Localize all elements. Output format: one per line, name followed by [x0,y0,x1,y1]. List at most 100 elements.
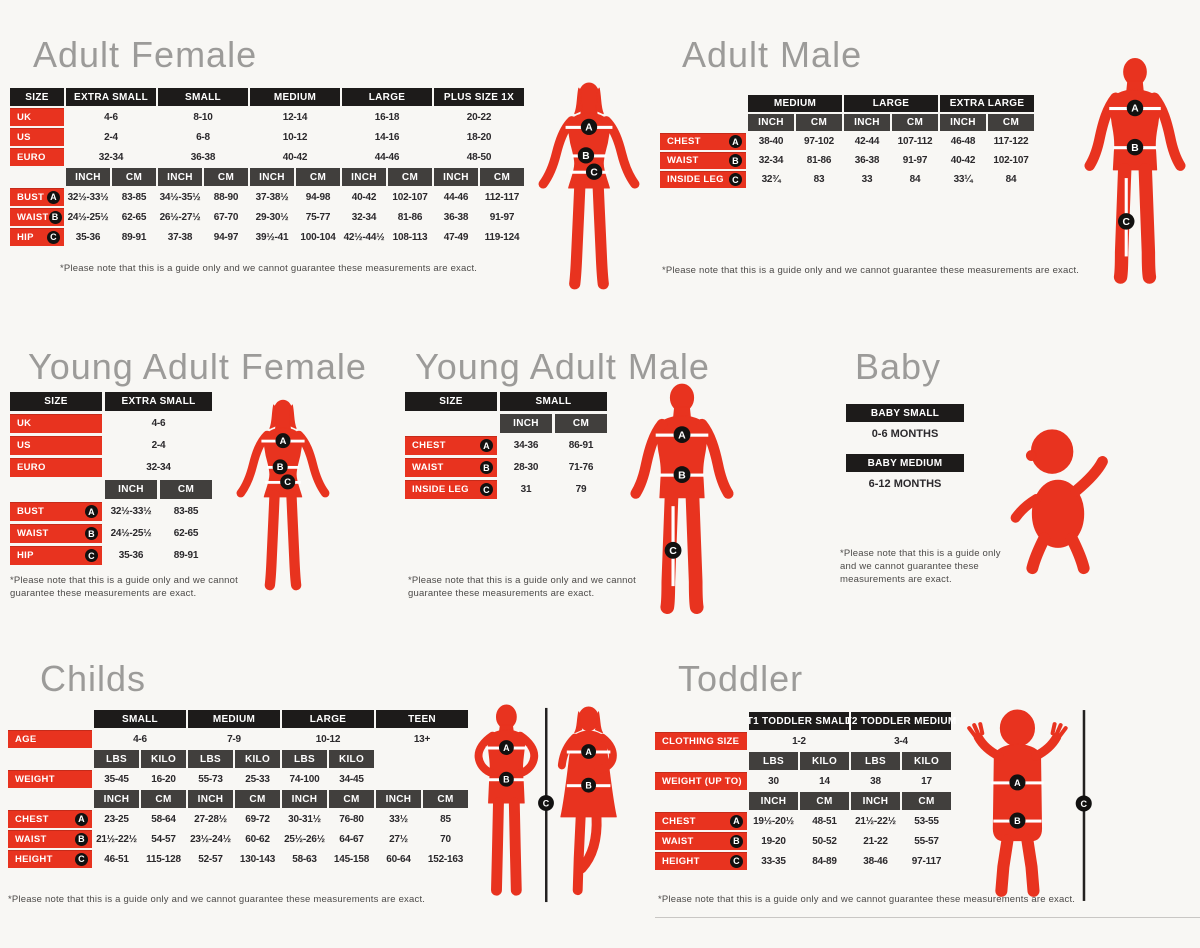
figure-marker-b: B [678,469,686,481]
cell: 42-44 [854,136,880,147]
cell: 33½ [389,813,408,825]
cell: 17 [921,775,932,787]
cell: 8-10 [193,111,213,123]
cell: 40-42 [282,151,308,163]
adult-male-figure: A B C [1084,58,1186,284]
unit-header-cm: CM [902,792,951,810]
cell: 94-97 [213,231,239,243]
figure-marker-a: A [280,436,287,446]
marker-a-badge: A [480,439,493,452]
cell: 4-6 [151,418,166,429]
cell: 62-65 [173,528,199,539]
column-header: T2 TODDLER MEDIUM [845,712,956,730]
cell: 84 [909,174,921,185]
cell: 83-85 [121,191,147,203]
figure-marker-c: C [590,167,598,178]
cell: 13+ [413,733,431,745]
cell: 18-20 [466,131,492,143]
column-header: LARGE [844,95,938,112]
row-label-uk: UK [10,414,102,433]
column-header: SMALL [158,88,248,106]
figure-marker-b: B [585,781,592,791]
cell: 40-42 [950,155,976,166]
cell: 32-34 [351,211,377,223]
unit-header-lbs: LBS [282,750,327,768]
spacer [10,168,64,186]
row-label-uk: UK [10,108,64,126]
unit-header-cm: CM [423,790,468,808]
cell: 25½-26½ [284,833,325,845]
row-label-chest: CHEST A [8,810,92,828]
row-label-euro: EURO [10,148,64,166]
figure-marker-c: C [543,798,550,808]
row-label-text: INSIDE LEG [667,174,724,185]
row-label-height: HEIGHT C [8,850,92,868]
unit-header-cm: CM [388,168,432,186]
cell: 35-36 [75,231,101,243]
cell: 100-104 [300,231,336,243]
cell: 91-97 [902,155,928,166]
row-label-us: US [10,436,102,455]
unit-header-lbs: LBS [851,752,900,770]
cell: 97-102 [804,136,834,147]
unit-header-inch: INCH [376,790,421,808]
unit-header-inch: INCH [844,114,890,131]
column-header: EXTRA LARGE [940,95,1034,112]
cell: 6-8 [196,131,210,143]
section-title-young-adult-male: Young Adult Male [415,346,710,387]
cell: 16-20 [151,773,176,785]
cell: 83-85 [173,506,199,517]
scan-artifact-line [655,917,1200,918]
row-label-weight: WEIGHT [8,770,92,788]
unit-header-cm: CM [988,114,1034,131]
row-label-chest: CHEST A [660,133,746,150]
unit-header-kilo: KILO [235,750,280,768]
row-label-chest: CHEST A [405,436,497,455]
cell: 36-38 [190,151,216,163]
footnote: *Please note that this is a guide only a… [10,575,238,599]
figure-marker-c: C [1123,217,1131,228]
column-header: T1 TODDLER SMALL [747,712,851,730]
unit-header-cm: CM [112,168,156,186]
figure-marker-c: C [284,477,291,487]
unit-header-cm: CM [235,790,280,808]
unit-header-cm: CM [141,790,186,808]
figure-marker-a: A [585,747,592,757]
unit-header-inch: INCH [282,790,327,808]
spacer [660,114,746,131]
cell: 12-14 [282,111,308,123]
unit-header-inch: INCH [250,168,294,186]
row-label-text: BUST [17,191,45,203]
row-label-text: CHEST [667,136,701,147]
row-label-chest: CHEST A [655,812,747,830]
cell: 71-76 [568,462,594,473]
figure-marker-a: A [678,429,686,441]
cell: 60-62 [245,833,270,845]
cell: 48-51 [812,815,837,827]
cell: 76-80 [339,813,364,825]
row-label-text: WAIST [667,155,699,166]
cell: 81-86 [397,211,423,223]
marker-b-badge: B [75,832,88,846]
marker-b-badge: B [729,154,742,167]
cell: 30-31½ [288,813,321,825]
unit-header-inch: INCH [500,414,552,433]
baby-small-header: BABY SMALL [846,404,964,422]
column-header: LARGE [342,88,432,106]
row-label-inside-leg: INSIDE LEG C [660,171,746,188]
column-header: SMALL [500,392,607,411]
unit-header-inch: INCH [851,792,900,810]
marker-b-badge: B [480,461,493,474]
cell: 69-72 [245,813,270,825]
spacer [376,770,421,788]
figure-marker-b: B [1014,816,1021,826]
cell: 34½-35½ [159,191,201,203]
unit-header-cm: CM [204,168,248,186]
cell: 39½-41 [255,231,289,243]
unit-header-inch: INCH [342,168,386,186]
adult-female-table: SIZE EXTRA SMALL SMALL MEDIUM LARGE PLUS… [10,88,524,246]
cell: 83 [813,174,825,185]
cell: 86-91 [568,440,594,451]
baby-figure [1010,429,1108,575]
unit-header-lbs: LBS [188,750,233,768]
